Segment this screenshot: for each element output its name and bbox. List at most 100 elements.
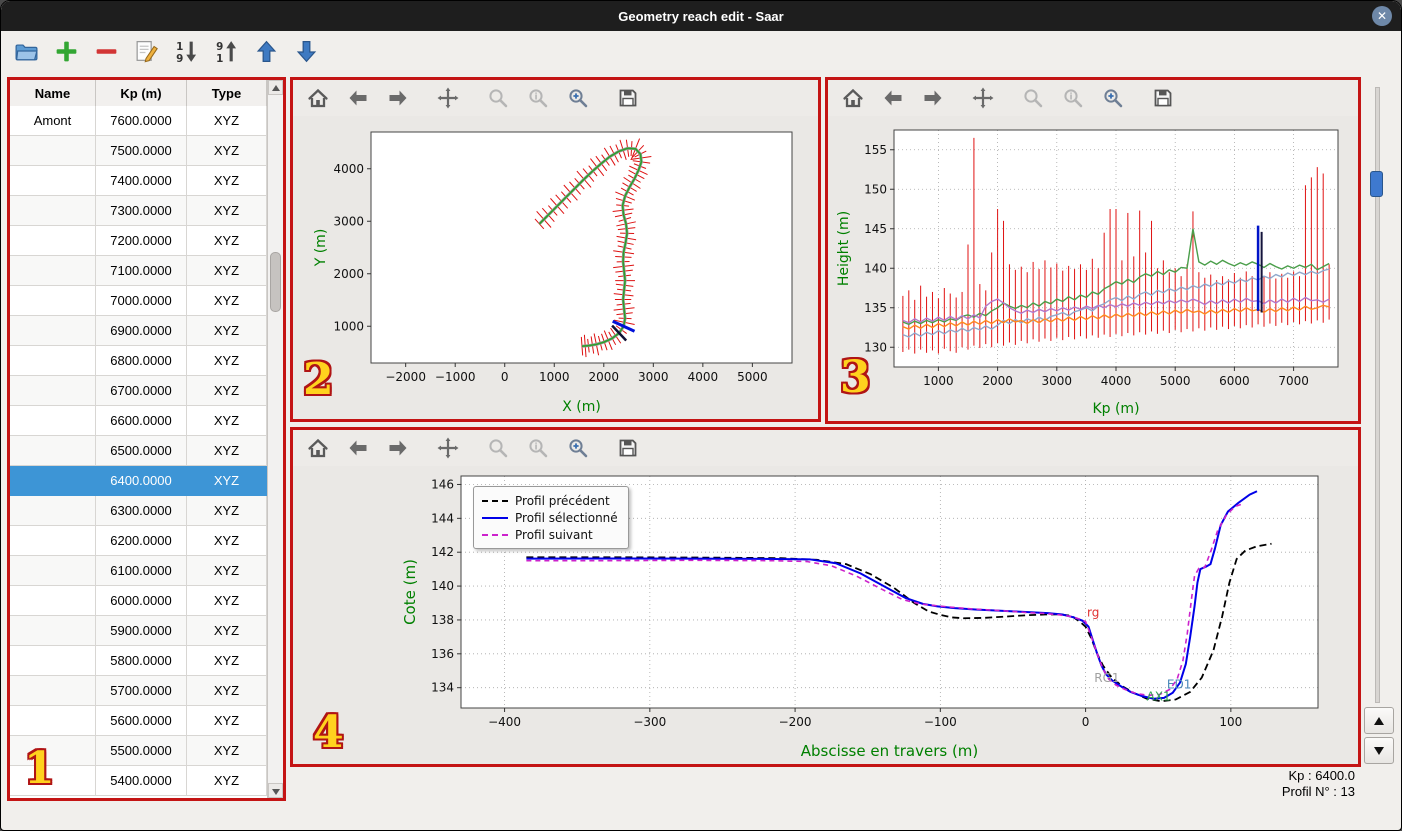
zoom-rect-button[interactable] <box>1100 85 1126 111</box>
cell-type[interactable]: XYZ <box>187 706 267 736</box>
move-down-button[interactable] <box>291 35 323 67</box>
cell-kp[interactable]: 6300.0000 <box>96 496 187 526</box>
cell-kp[interactable]: 5900.0000 <box>96 616 187 646</box>
cell-kp[interactable]: 5800.0000 <box>96 646 187 676</box>
table-row[interactable]: 5400.0000 XYZ <box>10 766 267 796</box>
table-row[interactable]: 7500.0000 XYZ <box>10 136 267 166</box>
cell-name[interactable] <box>10 466 96 496</box>
back-button[interactable] <box>880 85 906 111</box>
cell-name[interactable] <box>10 436 96 466</box>
cell-type[interactable]: XYZ <box>187 256 267 286</box>
cell-type[interactable]: XYZ <box>187 346 267 376</box>
cell-kp[interactable]: 6800.0000 <box>96 346 187 376</box>
zoom-button[interactable] <box>485 85 511 111</box>
cell-kp[interactable]: 6600.0000 <box>96 406 187 436</box>
zoom-info-button[interactable]: i <box>525 435 551 461</box>
table-row[interactable]: 5600.0000 XYZ <box>10 706 267 736</box>
cell-kp[interactable]: 7100.0000 <box>96 256 187 286</box>
cell-name[interactable]: Amont <box>10 106 96 136</box>
cell-kp[interactable]: 5600.0000 <box>96 706 187 736</box>
cell-name[interactable] <box>10 706 96 736</box>
table-row[interactable]: 6800.0000 XYZ <box>10 346 267 376</box>
cell-name[interactable] <box>10 226 96 256</box>
cell-type[interactable]: XYZ <box>187 526 267 556</box>
previous-profile-button[interactable] <box>1364 707 1394 734</box>
back-button[interactable] <box>345 435 371 461</box>
cell-type[interactable]: XYZ <box>187 436 267 466</box>
cell-name[interactable] <box>10 496 96 526</box>
save-button[interactable] <box>615 85 641 111</box>
scrollbar-down-arrow-icon[interactable] <box>268 783 283 798</box>
column-header-type[interactable]: Type <box>187 80 267 106</box>
zoom-info-button[interactable]: i <box>1060 85 1086 111</box>
table-row[interactable]: 6200.0000 XYZ <box>10 526 267 556</box>
forward-button[interactable] <box>385 85 411 111</box>
pan-button[interactable] <box>970 85 996 111</box>
titlebar[interactable]: Geometry reach edit - Saar ✕ <box>1 1 1401 31</box>
forward-button[interactable] <box>385 435 411 461</box>
column-header-name[interactable]: Name <box>10 80 96 106</box>
cell-type[interactable]: XYZ <box>187 376 267 406</box>
cell-type[interactable]: XYZ <box>187 166 267 196</box>
zoom-info-button[interactable]: i <box>525 85 551 111</box>
table-row[interactable]: 7400.0000 XYZ <box>10 166 267 196</box>
cell-type[interactable]: XYZ <box>187 586 267 616</box>
cell-kp[interactable]: 7000.0000 <box>96 286 187 316</box>
table-row[interactable]: 6900.0000 XYZ <box>10 316 267 346</box>
zoom-rect-button[interactable] <box>565 85 591 111</box>
cell-kp[interactable]: 7400.0000 <box>96 166 187 196</box>
slider-thumb[interactable] <box>1370 171 1383 197</box>
cell-name[interactable] <box>10 556 96 586</box>
cell-name[interactable] <box>10 346 96 376</box>
move-up-button[interactable] <box>251 35 283 67</box>
cell-type[interactable]: XYZ <box>187 736 267 766</box>
cell-type[interactable]: XYZ <box>187 766 267 796</box>
long-profile-chart[interactable]: 1000 2000 3000 4000 5000 6000 7000 130 135 140 145… <box>828 116 1358 421</box>
forward-button[interactable] <box>920 85 946 111</box>
cell-name[interactable] <box>10 376 96 406</box>
cell-type[interactable]: XYZ <box>187 406 267 436</box>
cell-name[interactable] <box>10 286 96 316</box>
table-row[interactable]: 6400.0000 XYZ <box>10 466 267 496</box>
cell-type[interactable]: XYZ <box>187 106 267 136</box>
cell-kp[interactable]: 7500.0000 <box>96 136 187 166</box>
cell-name[interactable] <box>10 766 96 796</box>
cell-kp[interactable]: 7600.0000 <box>96 106 187 136</box>
table-row[interactable]: Amont 7600.0000 XYZ <box>10 106 267 136</box>
pan-button[interactable] <box>435 435 461 461</box>
cell-type[interactable]: XYZ <box>187 646 267 676</box>
table-row[interactable]: 5700.0000 XYZ <box>10 676 267 706</box>
add-profile-button[interactable] <box>51 35 83 67</box>
cell-kp[interactable]: 6700.0000 <box>96 376 187 406</box>
table-row[interactable]: 6700.0000 XYZ <box>10 376 267 406</box>
table-row[interactable]: 6300.0000 XYZ <box>10 496 267 526</box>
next-profile-button[interactable] <box>1364 737 1394 764</box>
table-row[interactable]: 7100.0000 XYZ <box>10 256 267 286</box>
cell-name[interactable] <box>10 616 96 646</box>
cell-type[interactable]: XYZ <box>187 316 267 346</box>
table-row[interactable]: 5900.0000 XYZ <box>10 616 267 646</box>
table-row[interactable]: 7300.0000 XYZ <box>10 196 267 226</box>
cell-kp[interactable]: 6500.0000 <box>96 436 187 466</box>
home-button[interactable] <box>840 85 866 111</box>
cell-kp[interactable]: 5700.0000 <box>96 676 187 706</box>
cell-type[interactable]: XYZ <box>187 196 267 226</box>
cell-kp[interactable]: 5400.0000 <box>96 766 187 796</box>
cell-kp[interactable]: 6900.0000 <box>96 316 187 346</box>
save-button[interactable] <box>1150 85 1176 111</box>
table-row[interactable]: 6600.0000 XYZ <box>10 406 267 436</box>
cell-type[interactable]: XYZ <box>187 286 267 316</box>
cell-name[interactable] <box>10 256 96 286</box>
pan-button[interactable] <box>435 85 461 111</box>
table-row[interactable]: 7000.0000 XYZ <box>10 286 267 316</box>
back-button[interactable] <box>345 85 371 111</box>
cell-type[interactable]: XYZ <box>187 226 267 256</box>
cell-type[interactable]: XYZ <box>187 466 267 496</box>
slider-track[interactable] <box>1375 87 1380 703</box>
cell-type[interactable]: XYZ <box>187 616 267 646</box>
cell-name[interactable] <box>10 136 96 166</box>
cell-kp[interactable]: 5500.0000 <box>96 736 187 766</box>
